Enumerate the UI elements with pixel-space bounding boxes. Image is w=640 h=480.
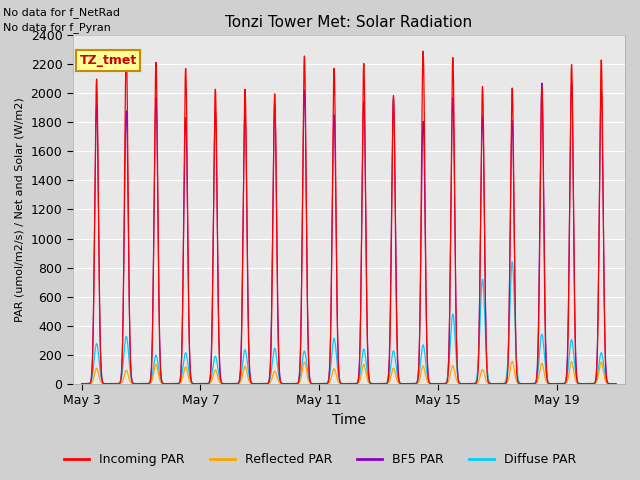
Text: TZ_tmet: TZ_tmet bbox=[79, 54, 137, 67]
Text: No data for f_NetRad: No data for f_NetRad bbox=[3, 7, 120, 18]
Title: Tonzi Tower Met: Solar Radiation: Tonzi Tower Met: Solar Radiation bbox=[225, 15, 472, 30]
X-axis label: Time: Time bbox=[332, 413, 366, 427]
Text: No data for f_Pyran: No data for f_Pyran bbox=[3, 22, 111, 33]
Legend: Incoming PAR, Reflected PAR, BF5 PAR, Diffuse PAR: Incoming PAR, Reflected PAR, BF5 PAR, Di… bbox=[59, 448, 581, 471]
Y-axis label: PAR (umol/m2/s) / Net and Solar (W/m2): PAR (umol/m2/s) / Net and Solar (W/m2) bbox=[15, 97, 25, 322]
